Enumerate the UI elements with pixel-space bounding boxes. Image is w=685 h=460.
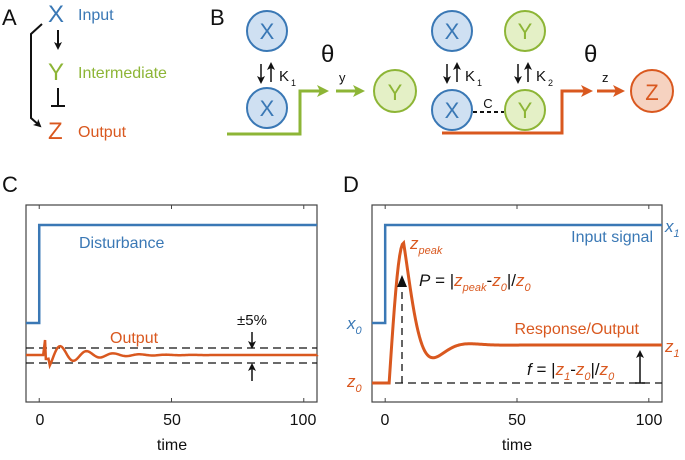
z1-label: z1 [664,337,680,360]
panel-b-label: B [210,5,225,30]
free-x-circle [246,10,288,52]
d-xlabel: time [502,437,532,454]
k1-subscript: 1 [291,78,296,88]
panel-c-axes [25,204,318,403]
fold-change-formula: f = |z1-z0|/z0 [527,360,615,383]
d-tick-0: 0 [381,412,390,429]
disturbance-label: Disturbance [79,235,164,252]
bound-x-circle [246,87,288,129]
c-tick-100: 100 [290,412,317,429]
output-line [26,339,319,370]
panel-b: B X K 1 X θ y Y [210,5,417,136]
k2-label: K [536,68,546,85]
cooperativity-label: C [483,96,492,111]
node-y-name: Intermediate [78,65,167,82]
node-x-letter: X [48,1,64,28]
c-tick-50: 50 [163,412,181,429]
node-x-name: Input [78,7,114,24]
panel-a: A X Input Y Intermediate Z Output [2,1,167,145]
z0-label: z0 [346,372,363,395]
disturbance-line [26,223,317,325]
product-y-letter: Y [388,80,403,105]
bound-y2-circle [504,89,546,131]
bound-y2-letter: Y [518,98,533,123]
activation-arrow-x-to-z [30,23,43,128]
x1-label: x1 [664,217,680,240]
c-xlabel: time [157,437,187,454]
panel-d-label: D [343,172,359,197]
zpeak-label: zpeak [409,234,443,257]
free-x2-letter: X [445,19,460,44]
k2-subscript: 2 [548,78,553,88]
promoter-z [442,85,593,135]
node-z-name: Output [78,124,127,141]
panel-c-label: C [2,172,18,197]
theta-z-subscript: z [602,70,609,85]
bound-x-letter: X [260,96,275,121]
peak-formula: P = |zpeak-z0|/z0 [419,271,531,294]
bound-x2-letter: X [445,98,460,123]
k1-right-label: K [465,68,475,85]
response-label: Response/Output [514,321,639,338]
free-x-letter: X [260,19,275,44]
product-z-letter: Z [645,80,658,105]
theta-y: θ [321,41,334,68]
panel-c-ticks [38,205,305,402]
node-y-letter: Y [48,59,64,86]
free-x2-circle [431,10,473,52]
k1-right-subscript: 1 [477,78,482,88]
theta-y-subscript: y [339,70,346,85]
band-label: ±5% [237,312,267,329]
product-y-circle [373,69,417,113]
response-line [372,239,662,385]
free-y2-circle [504,10,546,52]
x0-label: x0 [346,314,363,337]
c-tick-0: 0 [36,412,45,429]
k1-label: K [279,68,289,85]
panel-d-ticks [384,205,650,402]
product-z-circle [630,69,674,113]
d-tick-100: 100 [636,412,663,429]
promoter-y [227,85,329,136]
output-label: Output [110,330,159,347]
input-signal-line [372,223,662,325]
peak-arrowhead [397,275,407,287]
node-z-letter: Z [48,118,63,145]
free-y2-letter: Y [518,19,533,44]
d-tick-50: 50 [508,412,526,429]
panel-b-right: X Y K 1 K 2 X Y C θ z Z [431,10,674,135]
panel-c: C Disturbance Output ±5% 0 50 100 time [2,172,319,454]
panel-d: D Input signal Response/Output x1 x0 z1 … [343,172,680,454]
bound-x2-circle [431,89,473,131]
panel-a-label: A [2,5,17,30]
input-signal-label: Input signal [571,229,653,246]
theta-z: θ [584,41,597,68]
